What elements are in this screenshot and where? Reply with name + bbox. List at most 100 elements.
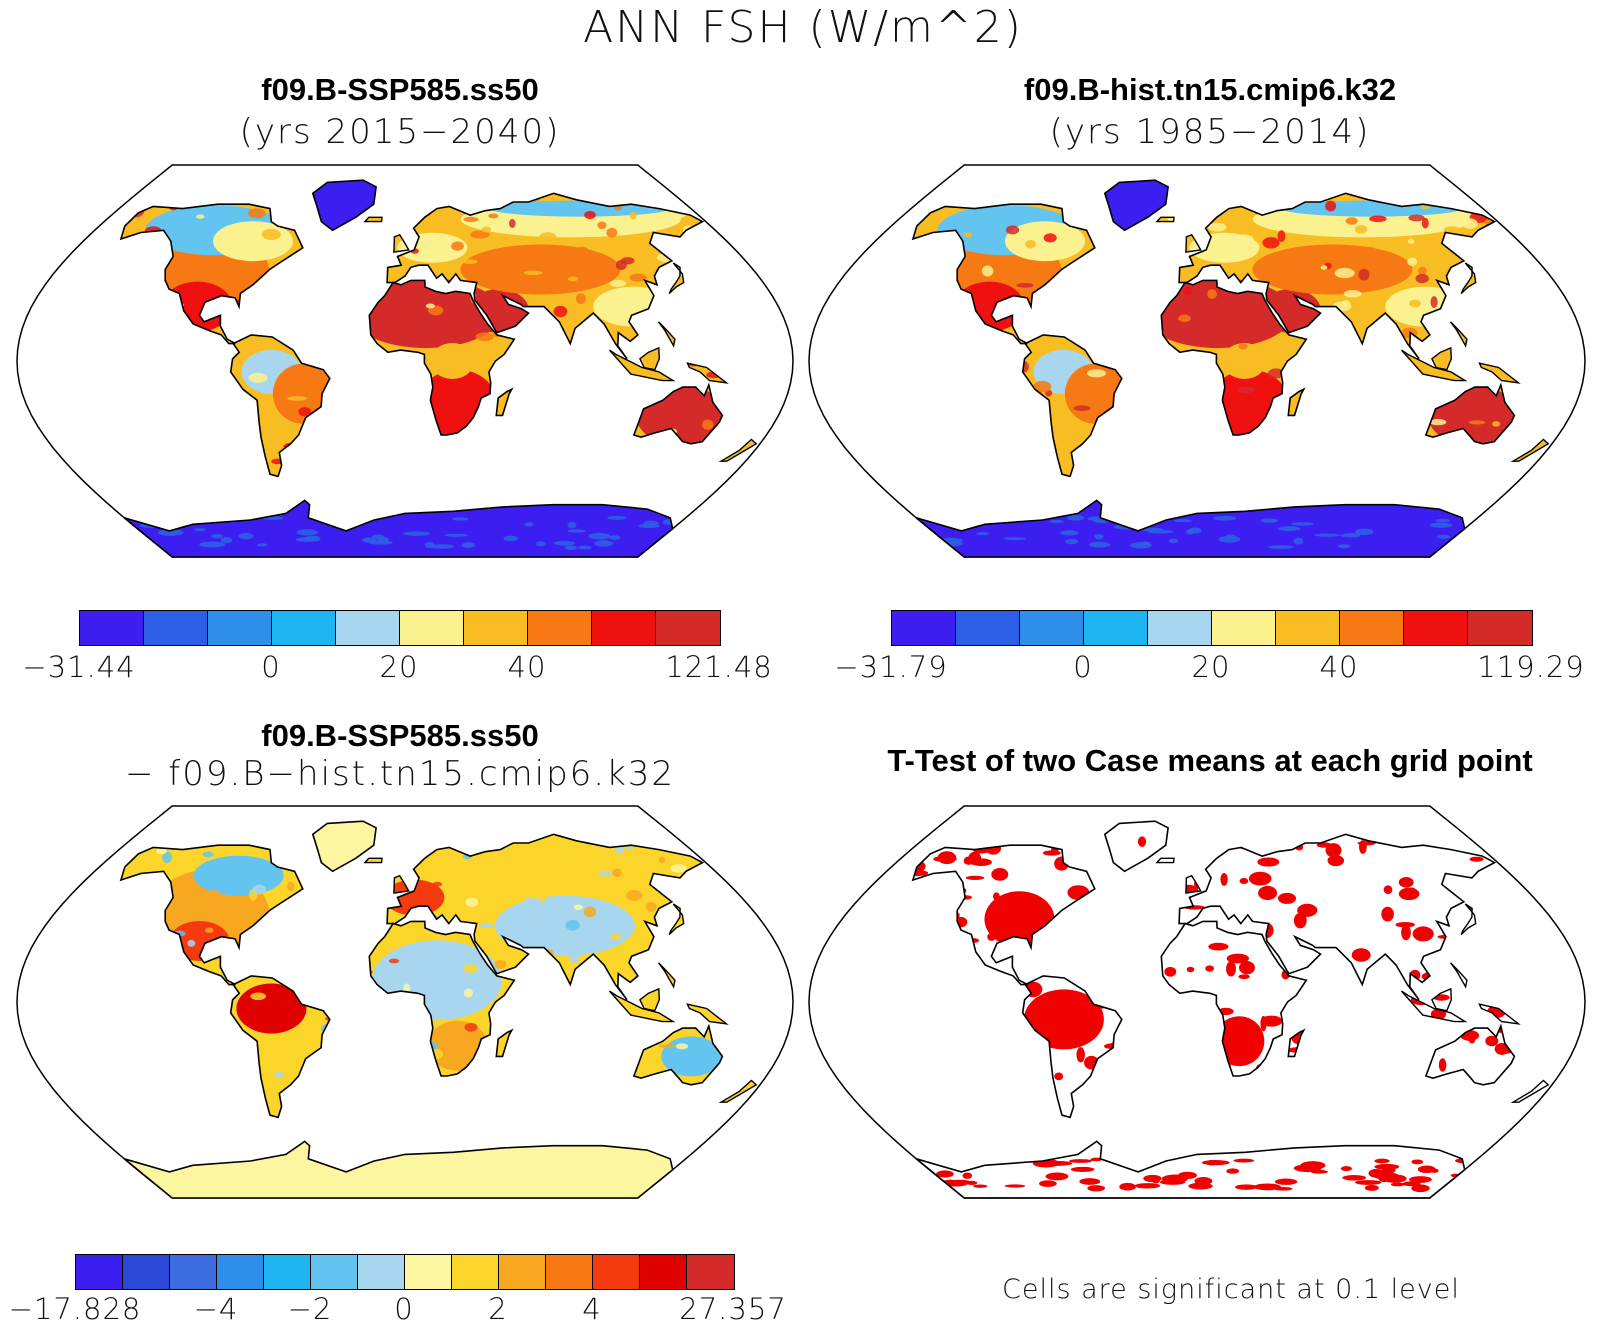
field-speckle: [389, 959, 399, 964]
colorbar-tick-label: 40: [1320, 650, 1359, 684]
antarctica-speckle: [1219, 536, 1241, 543]
antarctica-speckle: [1213, 516, 1237, 521]
field-speckle: [1238, 386, 1255, 393]
colorbar-segment: [263, 1254, 312, 1290]
significant-cell: [1187, 967, 1195, 973]
antarctica-speckle: [369, 541, 393, 545]
map-difference: [15, 800, 795, 1205]
significant-cell: [1076, 1047, 1085, 1062]
field-speckle: [1325, 201, 1336, 212]
antarctica-speckle: [199, 541, 225, 547]
field-speckle: [426, 303, 435, 308]
field-speckle: [480, 924, 495, 929]
map-reference: [807, 159, 1587, 564]
field-speckle: [476, 332, 494, 341]
significant-cell: [933, 856, 957, 862]
significant-cell: [1352, 948, 1371, 961]
significant-cell: [1300, 1161, 1325, 1169]
antarctica-speckle: [594, 540, 613, 546]
antarctica-speckle: [525, 522, 534, 526]
field-speckle: [574, 904, 583, 910]
ttest-note: Cells are significant at 0.1 level: [1002, 1274, 1460, 1305]
significant-cell: [1359, 840, 1367, 854]
antarctica-speckle: [609, 535, 620, 540]
antarctica-speckle: [1314, 534, 1340, 537]
field-speckle: [1431, 296, 1438, 308]
significant-cell: [1226, 961, 1236, 976]
field-speckle: [599, 871, 612, 877]
significant-cell: [1470, 857, 1484, 862]
field-speckle: [433, 882, 443, 887]
field-speckle: [494, 960, 506, 969]
significant-cell: [963, 1172, 973, 1178]
field-speckle: [1074, 405, 1091, 411]
field-speckle: [676, 1043, 688, 1049]
colorbar-segment: [686, 1254, 735, 1290]
field-speckle: [1321, 265, 1328, 269]
antarctica-speckle: [462, 542, 475, 548]
colorbar-tick-label: −31.79: [834, 650, 947, 684]
significant-cell: [1054, 1073, 1063, 1081]
significant-cell: [1079, 1178, 1100, 1185]
significant-cell: [1257, 857, 1279, 866]
colorbar-segment: [451, 1254, 500, 1290]
field-speckle: [609, 280, 626, 287]
significant-cell: [1294, 913, 1307, 929]
colorbar-segment: [527, 610, 593, 646]
field-speckle: [466, 898, 478, 907]
field-speckle: [584, 211, 596, 219]
field-speckle: [463, 217, 478, 222]
colorbar-segment: [79, 610, 145, 646]
antarctica-speckle: [257, 543, 267, 546]
colorbar-segment: [1467, 610, 1533, 646]
colorbar-tick-label: 0: [261, 650, 280, 684]
significant-cell: [991, 868, 1008, 881]
antarctica-speckle: [1268, 545, 1293, 549]
antarctica-speckle: [568, 529, 587, 532]
colorbar-case-ticks: −31.44 0 20 40 121.48: [79, 650, 719, 686]
significant-cell: [1202, 1160, 1230, 1165]
colorbar-tick-label: −2: [288, 1292, 333, 1326]
antarctica-speckle: [194, 528, 205, 531]
antarctica-speckle: [554, 541, 575, 546]
antarctica-speckle: [1094, 534, 1103, 540]
colorbar-tick-label: 20: [1192, 650, 1231, 684]
field-speckle: [203, 851, 214, 857]
field-speckle: [621, 257, 635, 264]
field-speckle: [1346, 217, 1358, 224]
significant-cell: [1135, 1183, 1160, 1188]
significant-cell: [1411, 1159, 1423, 1164]
field-speckle: [612, 868, 622, 876]
antarctica-speckle: [403, 531, 430, 535]
significant-cell: [1381, 907, 1394, 922]
field-speckle: [524, 271, 543, 275]
significant-cell: [1391, 1183, 1405, 1187]
antarctica-speckle: [1049, 520, 1064, 523]
field-speckle: [569, 952, 580, 963]
antarctica-speckle: [444, 534, 468, 537]
central-asia-blob: [460, 245, 620, 295]
significant-cell: [1220, 873, 1227, 886]
antarctica-speckle: [565, 545, 577, 550]
field-speckle: [659, 857, 665, 864]
siberia-warm-blob: [475, 847, 675, 887]
antarctica-speckle: [976, 532, 989, 535]
antarctica-speckle: [1060, 530, 1079, 535]
antarctica-speckle: [639, 524, 660, 528]
colorbar-segment: [463, 610, 529, 646]
field-speckle: [509, 219, 516, 228]
field-speckle: [626, 890, 642, 901]
panel-reference-title: f09.B-hist.tn15.cmip6.k32: [900, 72, 1520, 108]
antarctica-speckle: [1004, 537, 1026, 540]
significant-cell: [1355, 1180, 1382, 1185]
significant-cell: [1254, 1184, 1281, 1191]
colorbar-tick-label: 20: [380, 650, 419, 684]
significant-cell: [1119, 1183, 1136, 1191]
colorbar-reference: [891, 610, 1531, 646]
field-speckle: [568, 277, 579, 282]
significant-cell: [1260, 1016, 1266, 1031]
significant-cell: [1138, 836, 1146, 847]
significant-cell: [1278, 893, 1296, 904]
field-speckle: [205, 927, 214, 932]
colorbar-tick-label: −4: [194, 1292, 239, 1326]
